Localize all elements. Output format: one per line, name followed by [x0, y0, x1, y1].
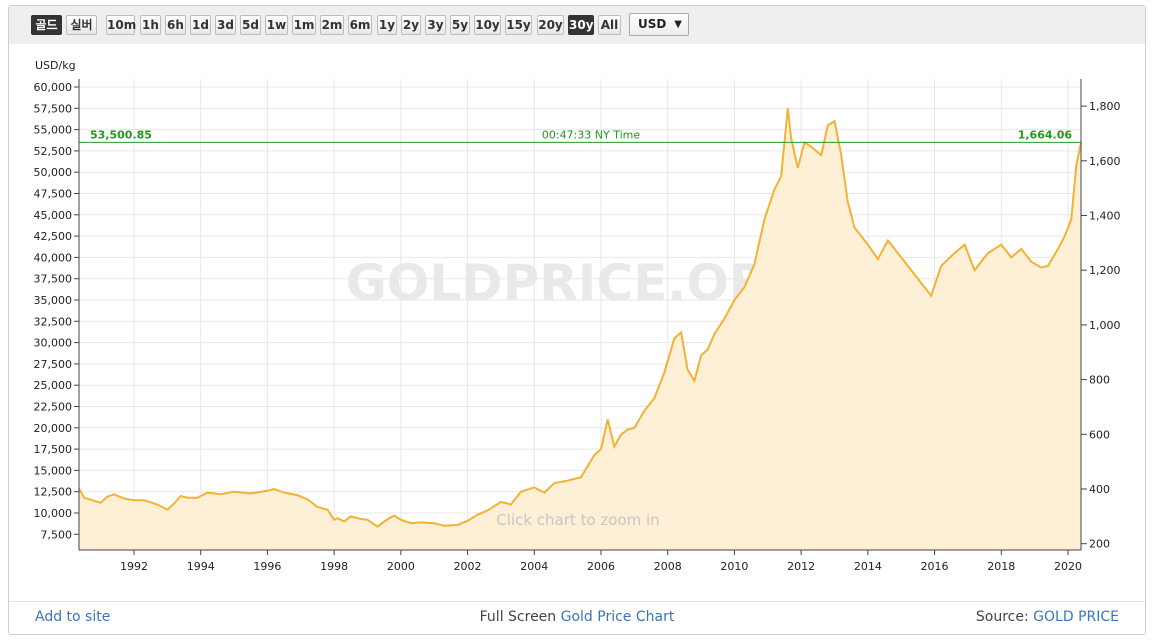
x-tick-label: 2014: [854, 560, 882, 573]
timeframe-button-6h[interactable]: 6h: [165, 15, 186, 35]
x-tick-label: 1998: [320, 560, 348, 573]
x-tick-label: 2018: [987, 560, 1015, 573]
x-tick-label: 2008: [654, 560, 682, 573]
timeframe-button-3d[interactable]: 3d: [215, 15, 236, 35]
right-tick-label: 1,600: [1089, 155, 1121, 168]
x-tick-label: 2004: [520, 560, 548, 573]
timeframe-button-1y[interactable]: 1y: [377, 15, 397, 35]
timeframe-button-10m[interactable]: 10m: [106, 15, 136, 35]
current-price-kg: 53,500.85: [90, 128, 152, 141]
chevron-down-icon: ▼: [674, 19, 682, 30]
zoom-hint: Click chart to zoom in: [496, 511, 659, 529]
source-text: Source: GOLD PRICE: [976, 609, 1119, 625]
currency-select-value: USD: [638, 17, 667, 31]
timeframe-button-20y[interactable]: 20y: [537, 15, 564, 35]
x-tick-label: 1994: [187, 560, 215, 573]
right-tick-label: 800: [1089, 374, 1110, 387]
left-tick-label: 40,000: [34, 251, 73, 264]
left-tick-label: 30,000: [34, 337, 73, 350]
price-line: [78, 108, 1082, 528]
right-tick-label: 200: [1089, 538, 1110, 551]
x-axis: 1992 1994 1996 1998 2000 2002 2004 2006 2008 2010…: [79, 549, 1082, 573]
source-link[interactable]: GOLD PRICE: [1033, 609, 1119, 625]
left-tick-label: 32,500: [34, 315, 73, 328]
x-tick-label: 1992: [120, 560, 148, 573]
left-tick-label: 27,500: [34, 358, 73, 371]
x-tick-label: 2002: [454, 560, 482, 573]
left-tick-label: 55,000: [34, 124, 73, 137]
current-time: 00:47:33 NY Time: [542, 128, 640, 141]
left-tick-label: 10,000: [34, 507, 73, 520]
left-tick-label: 17,500: [34, 443, 73, 456]
x-tick-label: 2010: [720, 560, 748, 573]
right-tick-label: 1,000: [1089, 319, 1121, 332]
timeframe-button-All[interactable]: All: [598, 15, 621, 35]
full-screen-chart-link[interactable]: Gold Price Chart: [560, 609, 675, 625]
timeframe-button-1w[interactable]: 1w: [265, 15, 288, 35]
right-tick-label: 1,200: [1089, 264, 1121, 277]
left-tick-label: 20,000: [34, 422, 73, 435]
timeframe-button-30y[interactable]: 30y: [568, 15, 594, 35]
left-tick-label: 52,500: [34, 145, 73, 158]
timeframe-button-골드[interactable]: 골드: [31, 15, 62, 35]
left-tick-label: 37,500: [34, 273, 73, 286]
left-tick-label: 15,000: [34, 464, 73, 477]
full-screen-text: Full Screen Gold Price Chart: [9, 609, 1145, 625]
right-tick-label: 1,400: [1089, 210, 1121, 223]
left-tick-label: 47,500: [34, 188, 73, 201]
timeframe-button-1d[interactable]: 1d: [190, 15, 211, 35]
x-tick-label: 1996: [253, 560, 281, 573]
chart-footer: Add to site Full Screen Gold Price Chart…: [9, 601, 1145, 635]
current-price-oz: 1,664.06: [1018, 128, 1073, 141]
right-tick-label: 1,800: [1089, 100, 1121, 113]
right-tick-label: 400: [1089, 483, 1110, 496]
right-axis: 200 400 600 800 1,000 1,200 1,400 1,600 1,800: [1080, 79, 1121, 551]
add-to-site-link[interactable]: Add to site: [35, 609, 111, 625]
left-tick-label: 60,000: [34, 81, 73, 94]
timeframe-button-6m[interactable]: 6m: [348, 15, 372, 35]
x-tick-label: 2016: [921, 560, 949, 573]
timeframe-button-2y[interactable]: 2y: [401, 15, 421, 35]
left-axis: 7,500 10,000 12,500 15,000 17,500 20,000 22,50…: [34, 79, 80, 550]
timeframe-button-15y[interactable]: 15y: [505, 15, 532, 35]
right-tick-label: 600: [1089, 428, 1110, 441]
x-tick-label: 2000: [387, 560, 415, 573]
left-tick-label: 45,000: [34, 209, 73, 222]
full-screen-prefix: Full Screen: [479, 609, 561, 625]
left-tick-label: 35,000: [34, 294, 73, 307]
timeframe-button-2m[interactable]: 2m: [320, 15, 344, 35]
left-tick-label: 25,000: [34, 379, 73, 392]
left-tick-label: 50,000: [34, 166, 73, 179]
timeframe-button-5d[interactable]: 5d: [240, 15, 261, 35]
price-area: [79, 108, 1081, 551]
source-prefix: Source:: [975, 609, 1034, 625]
left-tick-label: 12,500: [34, 486, 73, 499]
timeframe-button-5y[interactable]: 5y: [450, 15, 470, 35]
x-tick-label: 2012: [787, 560, 815, 573]
left-tick-label: 57,500: [34, 102, 73, 115]
timeframe-button-10y[interactable]: 10y: [474, 15, 501, 35]
currency-select[interactable]: USD ▼: [629, 13, 689, 36]
left-tick-label: 7,500: [41, 528, 73, 541]
timeframe-button-1m[interactable]: 1m: [292, 15, 316, 35]
timeframe-button-3y[interactable]: 3y: [425, 15, 446, 35]
left-tick-label: 42,500: [34, 230, 73, 243]
left-axis-unit: USD/kg: [35, 59, 76, 72]
x-tick-label: 2006: [587, 560, 615, 573]
timeframe-button-1h[interactable]: 1h: [140, 15, 161, 35]
timeframe-button-실버[interactable]: 실버: [66, 15, 97, 35]
left-tick-label: 22,500: [34, 401, 73, 414]
watermark: GOLDPRICE.ORG: [346, 254, 809, 312]
x-tick-label: 2020: [1054, 560, 1082, 573]
